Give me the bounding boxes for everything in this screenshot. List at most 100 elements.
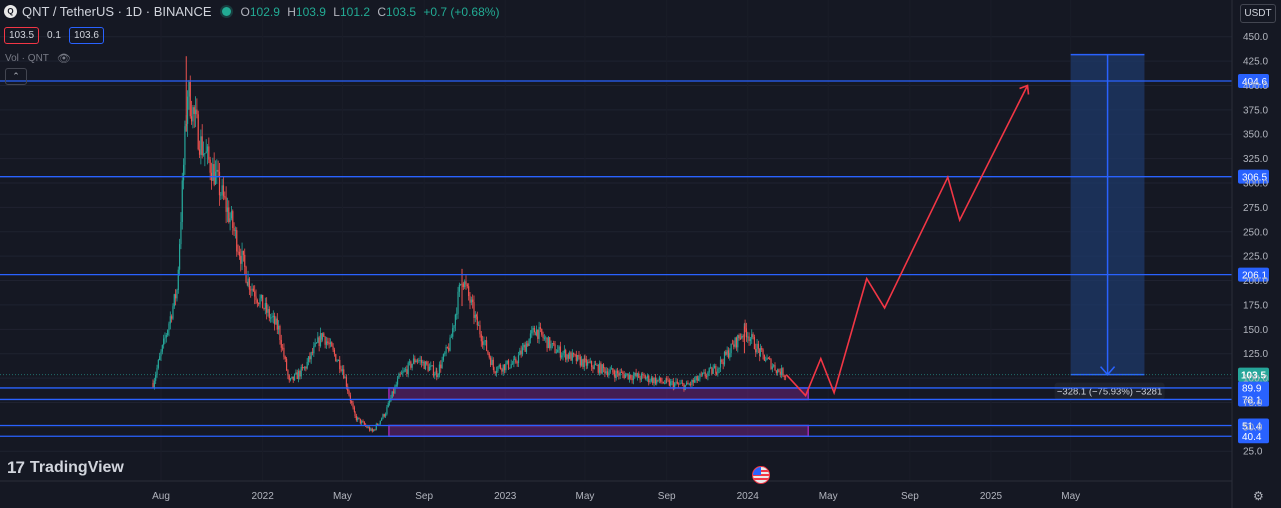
candle-body [619,372,621,376]
candle-body [208,146,210,160]
us-flag-event-icon[interactable] [752,466,770,484]
x-tick-label: Aug [152,491,170,502]
candle-body [411,363,413,368]
candle-body [509,367,511,369]
candle-body [436,370,438,378]
candle-body [434,374,436,376]
gear-icon[interactable]: ⚙ [1253,489,1264,503]
candle-body [318,337,320,347]
currency-button[interactable]: USDT [1240,4,1276,23]
tradingview-logo[interactable]: 17 TradingView [7,458,124,478]
candle-body [753,337,755,350]
candle-body [428,366,431,371]
candle-body [495,370,498,373]
candle-body [276,318,278,330]
candle-body [446,347,448,348]
candle-body [687,382,689,385]
candle-body [444,353,446,355]
quant-coin-icon[interactable]: Q [4,5,17,18]
candle-body [202,153,205,156]
candle-body [762,349,764,355]
candle-body [649,381,651,383]
candle-body [400,373,403,375]
candle-body [359,418,361,424]
candle-body [445,347,447,354]
candle-body [263,308,265,310]
candle-body [623,374,625,378]
candle-body [344,377,346,379]
candle-body [468,286,470,297]
candle-body [566,354,568,360]
candle-body [545,337,547,339]
candle-body [759,348,761,357]
candle-body [648,375,650,383]
candle-body [357,417,359,421]
candle-body [238,252,241,256]
candle-body [553,343,555,345]
candle-body [184,126,186,165]
buy-price-button[interactable]: 103.6 [68,27,104,44]
candle-body [452,328,454,337]
candle-body [531,329,533,334]
candle-body [230,211,233,219]
candle-body [398,373,400,379]
y-tick-label: 50.0 [1243,422,1263,433]
y-tick-label: 425.0 [1243,57,1268,68]
candle-body [554,344,556,354]
candle-body [476,314,478,317]
candle-body [383,414,385,417]
candle-body [196,109,198,115]
candle-body [314,343,316,347]
candle-body [160,351,162,357]
collapse-legend-button[interactable]: ⌃ [5,68,27,85]
candle-body [538,327,540,339]
candle-body [594,364,597,366]
candle-body [579,356,581,366]
candle-body [571,352,573,361]
candle-body [352,403,354,408]
candle-body [705,376,708,378]
candle-body [474,314,476,318]
time-axis: Aug 2022 May Sep 2023 May Sep 2024 May Sep 2025 May [0,480,1232,502]
candle-body [532,328,534,330]
y-tick-label: 350.0 [1243,130,1268,141]
y-tick-label: 25.0 [1243,447,1263,458]
chart-legend-header: Q QNT / TetherUS · 1D · BINANCE O102.9 H… [4,4,503,19]
symbol-title[interactable]: QNT / TetherUS · 1D · BINANCE [22,4,212,19]
candle-body [284,356,286,359]
candle-body [379,420,381,424]
candle-body [266,303,268,313]
candle-body [456,313,458,315]
candle-body [589,361,591,363]
candle-body [547,337,550,349]
candle-body [333,349,336,355]
volume-indicator-legend[interactable]: Vol · QNT 👁︎ [5,52,71,65]
candle-body [535,329,538,336]
candle-body [670,381,672,386]
candle-body [415,360,417,363]
candle-body [279,325,281,340]
hidden-eye-icon[interactable]: 👁︎ [56,53,71,65]
candle-body [177,269,179,291]
candle-body [375,424,377,430]
candle-body [241,250,243,264]
candle-body [488,353,490,358]
candle-body [366,425,368,428]
candle-body [480,334,482,342]
ohlc-values: O102.9 H103.9 L101.2 C103.5 +0.7 (+0.68%… [240,4,500,19]
x-tick-label: May [1061,491,1080,502]
candle-body [373,429,375,432]
sell-price-button[interactable]: 103.5 [4,27,40,44]
candle-body [604,368,606,374]
y-tick-label: 125.0 [1243,349,1268,360]
level-label-bg [1238,429,1269,444]
candle-body [246,282,248,286]
candle-body [575,354,577,361]
candle-body [713,365,716,369]
candle-body [329,342,332,345]
measure-label: −328.1 (−75.93%) −3281 [1057,387,1162,398]
candle-body [225,197,227,212]
candle-body [226,207,229,212]
candle-body [345,377,347,387]
